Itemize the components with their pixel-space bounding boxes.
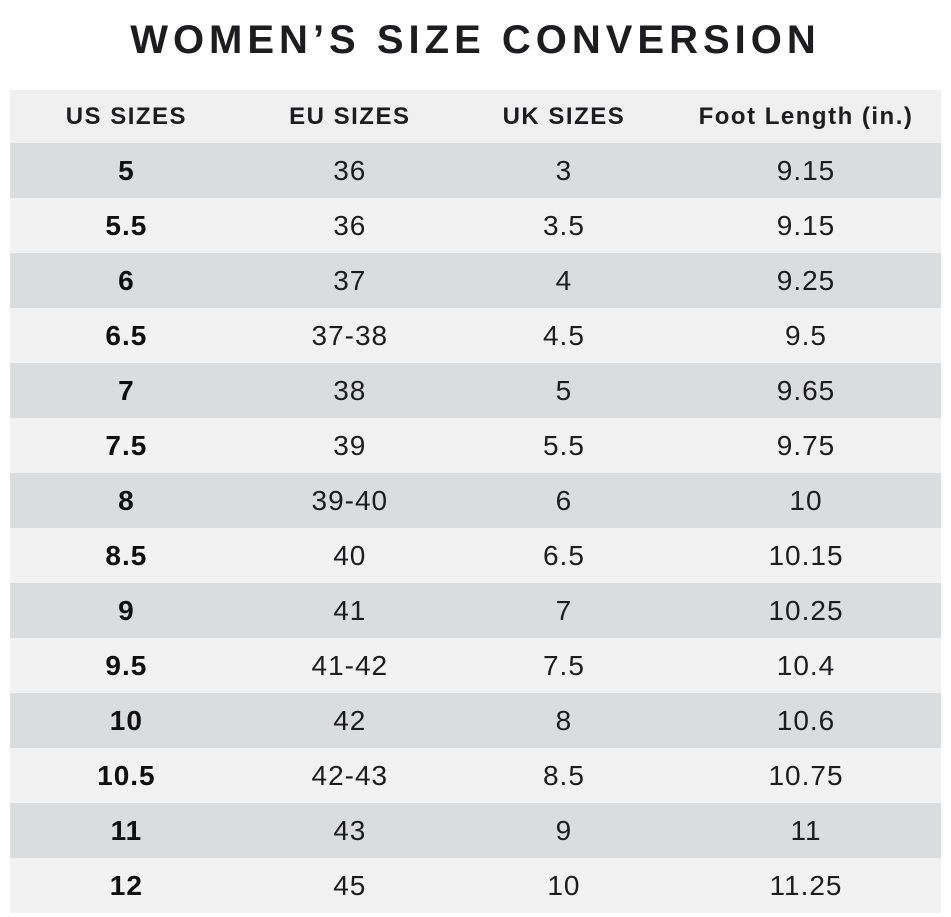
table-cell: 9	[118, 594, 135, 626]
table-cell: 9.25	[776, 264, 836, 296]
table-cell: 9.5	[785, 319, 827, 351]
table-cell: 8	[118, 484, 135, 516]
table-cell: 9.5	[105, 649, 148, 681]
table-cell: 3	[555, 154, 573, 186]
table-body: 5 36 3 9.15 5.5 36 3.5 9.15 6 37 4 9.25 6.5 37-38 4.5 9…	[10, 143, 941, 913]
table-cell: 7	[118, 374, 135, 406]
table-cell: 6.5	[542, 539, 585, 571]
table-cell: 12	[109, 869, 143, 901]
table-cell: 3.5	[542, 209, 585, 241]
column-header-eu-sizes: EU SIZES	[242, 90, 457, 143]
table-row: 9 41 7 10.25	[10, 583, 941, 638]
table-cell: 40	[333, 539, 367, 571]
table-cell: 41	[333, 594, 367, 626]
table-cell: 5.5	[542, 429, 585, 461]
table-cell: 5	[555, 374, 573, 406]
table-cell: 9.15	[776, 154, 836, 186]
table-cell: 11.25	[769, 869, 843, 901]
column-header-uk-sizes: UK SIZES	[456, 90, 671, 143]
table-row: 5.5 36 3.5 9.15	[10, 198, 941, 253]
table-cell: 41-42	[311, 649, 389, 681]
page-title: WOMEN’S SIZE CONVERSION	[130, 17, 821, 62]
table-row: 11 43 9 11	[10, 803, 941, 858]
table-cell: 6	[118, 264, 135, 296]
table-cell: 10.25	[768, 594, 844, 626]
table-cell: 43	[333, 814, 367, 846]
table-cell: 9.65	[776, 374, 836, 406]
size-conversion-table: US SIZES EU SIZES UK SIZES Foot Length (…	[10, 90, 941, 913]
header-row: US SIZES EU SIZES UK SIZES Foot Length (…	[10, 90, 941, 143]
table-cell: 10	[109, 704, 143, 736]
table-row: 7.5 39 5.5 9.75	[10, 418, 941, 473]
table-cell: 9.75	[776, 429, 836, 461]
table-cell: 7.5	[542, 649, 585, 681]
table-cell: 7.5	[105, 429, 148, 461]
column-header-foot-length: Foot Length (in.)	[671, 90, 941, 143]
column-header-us-sizes: US SIZES	[10, 90, 243, 143]
table-cell: 38	[333, 374, 367, 406]
table-cell: 5.5	[105, 209, 148, 241]
table-row: 10 42 8 10.6	[10, 693, 941, 748]
table-cell: 42	[333, 704, 367, 736]
table-cell: 7	[555, 594, 573, 626]
table-row: 5 36 3 9.15	[10, 143, 941, 198]
table-cell: 11	[790, 814, 822, 846]
table-cell: 10.4	[776, 649, 836, 681]
table-cell: 4.5	[542, 319, 585, 351]
table-cell: 10.15	[768, 539, 844, 571]
table-row: 8.5 40 6.5 10.15	[10, 528, 941, 583]
table-cell: 11	[110, 814, 143, 846]
table-cell: 10.5	[97, 759, 156, 791]
table-header: US SIZES EU SIZES UK SIZES Foot Length (…	[10, 90, 941, 143]
table-cell: 9.15	[776, 209, 836, 241]
table-row: 12 45 10 11.25	[10, 858, 941, 913]
table-cell: 10.75	[768, 759, 844, 791]
table-cell: 36	[333, 209, 367, 241]
table-cell: 8	[555, 704, 573, 736]
table-cell: 8.5	[105, 539, 148, 571]
table-cell: 45	[333, 869, 367, 901]
table-row: 6 37 4 9.25	[10, 253, 941, 308]
table-cell: 6.5	[105, 319, 148, 351]
table-row: 9.5 41-42 7.5 10.4	[10, 638, 941, 693]
table-cell: 37-38	[311, 319, 389, 351]
table-cell: 39	[333, 429, 367, 461]
table-row: 10.5 42-43 8.5 10.75	[10, 748, 941, 803]
table-cell: 10	[547, 869, 581, 901]
table-row: 6.5 37-38 4.5 9.5	[10, 308, 941, 363]
table-cell: 42-43	[311, 759, 389, 791]
table-cell: 37	[333, 264, 367, 296]
table-cell: 8.5	[542, 759, 585, 791]
table-cell: 6	[555, 484, 573, 516]
table-cell: 10	[789, 484, 823, 516]
table-cell: 5	[118, 154, 135, 186]
table-cell: 36	[333, 154, 367, 186]
table-cell: 4	[555, 264, 573, 296]
table-row: 8 39-40 6 10	[10, 473, 941, 528]
table-cell: 39-40	[311, 484, 389, 516]
table-cell: 10.6	[776, 704, 836, 736]
table-row: 7 38 5 9.65	[10, 363, 941, 418]
table-cell: 9	[555, 814, 573, 846]
